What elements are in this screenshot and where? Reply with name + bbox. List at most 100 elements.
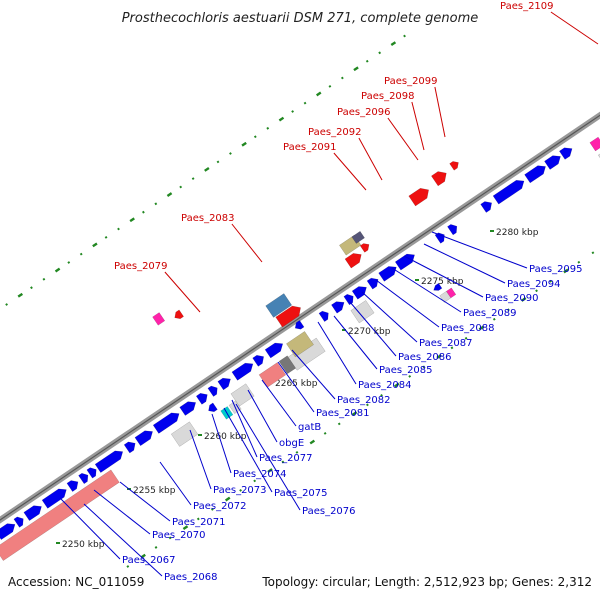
gc-content-dots (5, 34, 595, 568)
gene-labels: Paes_2109 Paes_2099 Paes_2098 Paes_2096 Paes… (114, 1, 583, 583)
gc-dot (436, 354, 442, 359)
leader-line-paes-2073 (189, 429, 212, 490)
gene-label-paes-2077[interactable]: Paes_2077 (259, 453, 313, 464)
gc-dot (154, 202, 158, 206)
cds-forward (447, 224, 458, 236)
gene-label-paes-2098[interactable]: Paes_2098 (361, 91, 415, 102)
gc-dot (506, 308, 510, 312)
gene-label-paes-2092[interactable]: Paes_2092 (308, 127, 362, 138)
gc-dot (142, 210, 145, 214)
rna-block (170, 421, 199, 447)
gene-label-gatb[interactable]: gatB (298, 422, 321, 433)
leader-line-paes-2084 (317, 321, 357, 385)
gene-label-paes-2079[interactable]: Paes_2079 (114, 261, 168, 272)
gc-dot (366, 403, 369, 407)
cds-forward (492, 179, 525, 205)
gc-dot (309, 439, 316, 445)
gc-dot (390, 41, 397, 46)
gc-dot (182, 525, 189, 530)
gc-dot (79, 252, 83, 256)
feature-magenta (589, 136, 600, 152)
gene-label-obge[interactable]: obgE (279, 438, 304, 449)
gc-dot (278, 116, 285, 122)
leader-line-paes-2079 (164, 271, 201, 313)
tick-label-2280: 2280 kbp (496, 228, 539, 238)
gc-dot (478, 325, 485, 331)
gc-dot (337, 422, 341, 426)
tick-label-2250: 2250 kbp (62, 540, 105, 550)
tick-label-2275: 2275 kbp (421, 277, 464, 287)
tick-label-2255: 2255 kbp (133, 486, 176, 496)
gc-dot (422, 365, 426, 369)
cds-forward (434, 232, 445, 244)
gene-label-paes-2073[interactable]: Paes_2073 (213, 485, 267, 496)
cds-red (408, 187, 429, 207)
gene-label-paes-2071[interactable]: Paes_2071 (172, 517, 226, 528)
gc-dot (303, 101, 307, 105)
gc-dot (211, 508, 214, 511)
gene-label-paes-2070[interactable]: Paes_2070 (152, 530, 206, 541)
cds-forward (264, 342, 284, 359)
gene-label-paes-2087[interactable]: Paes_2087 (419, 338, 473, 349)
gene-label-paes-2075[interactable]: Paes_2075 (274, 488, 328, 499)
gc-dot (535, 289, 538, 293)
cds-forward (66, 480, 79, 492)
gene-label-paes-2096[interactable]: Paes_2096 (337, 107, 391, 118)
gene-label-paes-2083[interactable]: Paes_2083 (181, 213, 235, 224)
gc-dot (17, 292, 24, 298)
cds-reverse (433, 282, 443, 291)
gene-label-paes-2090[interactable]: Paes_2090 (485, 293, 539, 304)
leader-line-paes-2089 (391, 267, 462, 313)
cds-forward (0, 523, 16, 541)
leader-line-paes-2086 (349, 301, 397, 357)
gene-label-paes-2091[interactable]: Paes_2091 (283, 142, 337, 153)
gc-dot (591, 251, 595, 255)
gc-dot (241, 141, 247, 147)
cds-forward (394, 253, 415, 271)
cds-forward (351, 286, 367, 300)
gc-dot (166, 192, 173, 197)
cds-forward (331, 301, 345, 314)
tick-label-2270: 2270 kbp (348, 327, 391, 337)
tick-label-2260: 2260 kbp (204, 432, 247, 442)
gene-label-paes-2099[interactable]: Paes_2099 (384, 76, 438, 87)
gene-label-paes-2067[interactable]: Paes_2067 (122, 555, 176, 566)
feature-gray (278, 355, 297, 375)
gene-label-paes-2072[interactable]: Paes_2072 (193, 501, 247, 512)
leader-line-paes-2082 (291, 349, 336, 400)
gc-dot (42, 277, 46, 281)
cds-reverse (294, 320, 305, 330)
gene-label-paes-2074[interactable]: Paes_2074 (233, 469, 287, 480)
gene-label-paes-2085[interactable]: Paes_2085 (379, 365, 433, 376)
gene-label-paes-2084[interactable]: Paes_2084 (358, 380, 412, 391)
gc-dot (403, 34, 406, 38)
gene-label-paes-2081[interactable]: Paes_2081 (316, 408, 370, 419)
gene-label-paes-2082[interactable]: Paes_2082 (337, 395, 391, 406)
gc-dot (520, 297, 527, 302)
gene-label-paes-2095[interactable]: Paes_2095 (529, 264, 583, 275)
leader-line-paes-2096 (387, 117, 419, 161)
gene-label-paes-2094[interactable]: Paes_2094 (507, 279, 561, 290)
leader-line-paes-2071 (119, 481, 171, 522)
gene-label-paes-2109[interactable]: Paes_2109 (500, 1, 554, 12)
gc-dot (92, 242, 98, 248)
leader-line-paes-2098 (411, 101, 425, 151)
gene-label-paes-2068[interactable]: Paes_2068 (164, 572, 218, 583)
cds-red (359, 243, 370, 253)
leader-line-obge (247, 389, 278, 443)
cds-reverse (208, 402, 218, 413)
leader-line-paes-2081 (277, 361, 315, 413)
cds-forward (231, 362, 254, 381)
gc-dot (30, 286, 33, 290)
gene-label-paes-2089[interactable]: Paes_2089 (463, 308, 517, 319)
gene-label-paes-2086[interactable]: Paes_2086 (398, 352, 452, 363)
gc-dot (129, 217, 135, 223)
cds-forward (94, 450, 124, 473)
gene-label-paes-2076[interactable]: Paes_2076 (302, 506, 356, 517)
gc-dot (267, 468, 273, 473)
cds-forward (134, 430, 153, 447)
leader-line-paes-2068 (83, 503, 163, 577)
gc-dot (353, 66, 359, 72)
gene-label-paes-2088[interactable]: Paes_2088 (441, 323, 495, 334)
leader-line-paes-2077 (231, 399, 258, 458)
